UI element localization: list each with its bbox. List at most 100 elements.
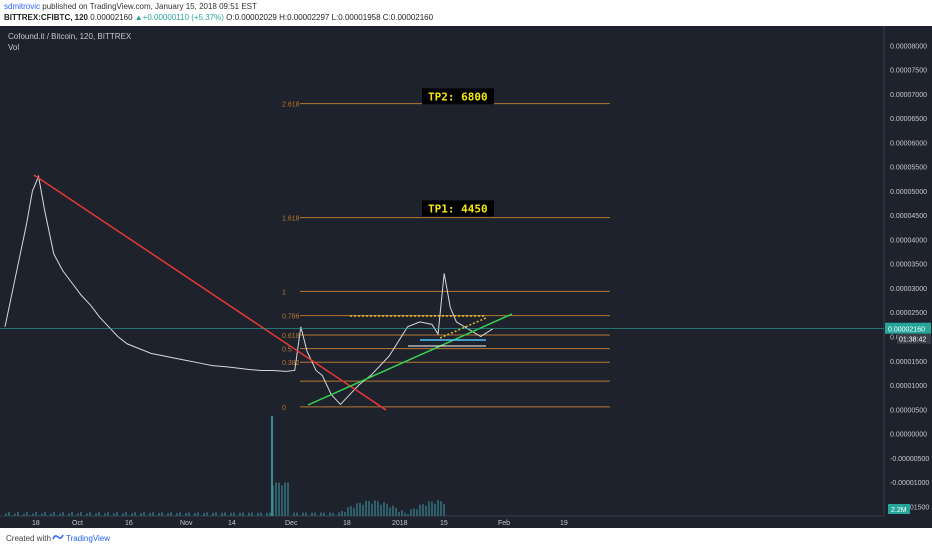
volume-bar (320, 512, 322, 516)
volume-bar (350, 506, 352, 516)
volume-bar (98, 512, 100, 516)
volume-bar (413, 508, 415, 516)
volume-bar (38, 515, 40, 516)
x-tick-label: Feb (498, 520, 510, 527)
last-price: 0.00002160 (90, 13, 133, 22)
volume-bar (152, 512, 154, 516)
volume-bar (32, 513, 34, 516)
y-tick-label: 0.00008000 (890, 43, 927, 50)
volume-bar (266, 512, 268, 516)
legend-title: Cofound.it / Bitcoin, 120, BITTREX (8, 32, 132, 41)
y-tick-label: 0.00007500 (890, 68, 927, 75)
chart-area[interactable]: 0.00008000 0.00007500 0.00007000 0.00006500… (0, 26, 932, 528)
x-tick-label: 2018 (392, 520, 408, 527)
tradingview-logo-icon (52, 534, 64, 540)
volume-bar (383, 502, 385, 516)
volume-bar (296, 512, 298, 516)
y-tick-label: 0.00001000 (890, 383, 927, 390)
price-axis (884, 26, 932, 528)
y-tick-label: 0.00004000 (890, 237, 927, 244)
volume-bar (362, 504, 364, 516)
chart-legend: Cofound.it / Bitcoin, 120, BITTREX Vol (8, 32, 131, 54)
volume-bar (212, 512, 214, 516)
volume-bar (83, 515, 85, 516)
volume-bar (107, 512, 109, 516)
volume-bar (86, 513, 88, 516)
volume-bar (278, 482, 280, 516)
y-tick-label: 0.00003500 (890, 262, 927, 269)
volume-bar (371, 503, 373, 516)
open-value: O:0.00002029 (226, 13, 277, 22)
volume-bar (344, 512, 346, 516)
volume-bar (215, 512, 217, 516)
volume-bar (398, 511, 400, 516)
volume-bar (323, 512, 325, 516)
volume-bar (332, 512, 334, 516)
y-tick-label: 0.00002500 (890, 310, 927, 317)
symbol-name: BITTREX:CFIBTC, 120 (4, 13, 89, 22)
volume-bar (338, 512, 340, 516)
fib-level-label: 0 (282, 405, 286, 412)
y-tick-label: 0.00006000 (890, 140, 927, 147)
volume-bar (302, 512, 304, 516)
volume-bar (287, 482, 289, 516)
publish-header: sdmitrovic published on TradingView.com,… (0, 0, 932, 26)
volume-bar (365, 500, 367, 516)
price-chart[interactable]: 0.00008000 0.00007500 0.00007000 0.00006500… (0, 26, 932, 528)
volume-bar (188, 512, 190, 516)
volume-bar (230, 512, 232, 516)
volume-bar (248, 512, 250, 516)
x-tick-label: 18 (32, 520, 40, 527)
volume-bar (41, 513, 43, 516)
fib-level-label: 1.618 (282, 216, 300, 223)
publish-line: sdmitrovic published on TradingView.com,… (4, 2, 257, 11)
volume-bar (281, 485, 283, 516)
volume-bar (71, 512, 73, 516)
volume-bar (176, 512, 178, 516)
tradingview-link[interactable]: TradingView (66, 534, 111, 543)
volume-bar (275, 482, 277, 516)
volume-bar (59, 513, 61, 516)
volume-bar (149, 513, 151, 516)
target-label-box (422, 200, 494, 217)
volume-bar (170, 512, 172, 516)
volume-bar (380, 504, 382, 516)
volume-bar (158, 513, 160, 516)
volume-bar (167, 513, 169, 516)
volume-bar (68, 513, 70, 516)
volume-bar (95, 513, 97, 516)
y-tick-label: 0.00003000 (890, 286, 927, 293)
volume-tag (888, 504, 910, 514)
volume-bar (50, 513, 52, 516)
volume-bar (104, 513, 106, 516)
x-tick-label: Oct (72, 520, 83, 527)
price-change: +0.00000110 (+5.37%) (142, 13, 224, 22)
volume-bar (410, 509, 412, 516)
volume-bar (329, 512, 331, 516)
volume-bar (314, 512, 316, 516)
volume-bar (428, 501, 430, 516)
y-tick-label: 0.00006500 (890, 116, 927, 123)
close-value: C:0.00002160 (382, 13, 434, 22)
volume-bar (269, 512, 271, 516)
volume-bar (197, 512, 199, 516)
volume-bar (56, 515, 58, 516)
volume-bar (389, 507, 391, 516)
volume-bar (194, 512, 196, 516)
volume-bar (386, 503, 388, 516)
volume-bar (122, 513, 124, 516)
symbol-line: BITTREX:CFIBTC, 120 0.00002160 ▲+0.00000… (4, 13, 433, 22)
volume-bar (17, 511, 19, 516)
volume-bar (113, 513, 115, 516)
legend-vol: Vol (8, 43, 20, 52)
volume-bar (443, 503, 445, 516)
author-link[interactable]: sdmitrovic (4, 2, 41, 11)
target-label: TP2: 6800 (428, 90, 488, 103)
volume-bar (401, 510, 403, 516)
downtrend-line (33, 174, 387, 411)
volume-bar (251, 512, 253, 516)
x-tick-label: 19 (560, 520, 568, 527)
volume-bar (419, 504, 421, 516)
volume-bar (437, 500, 439, 516)
volume-bar (221, 512, 223, 516)
